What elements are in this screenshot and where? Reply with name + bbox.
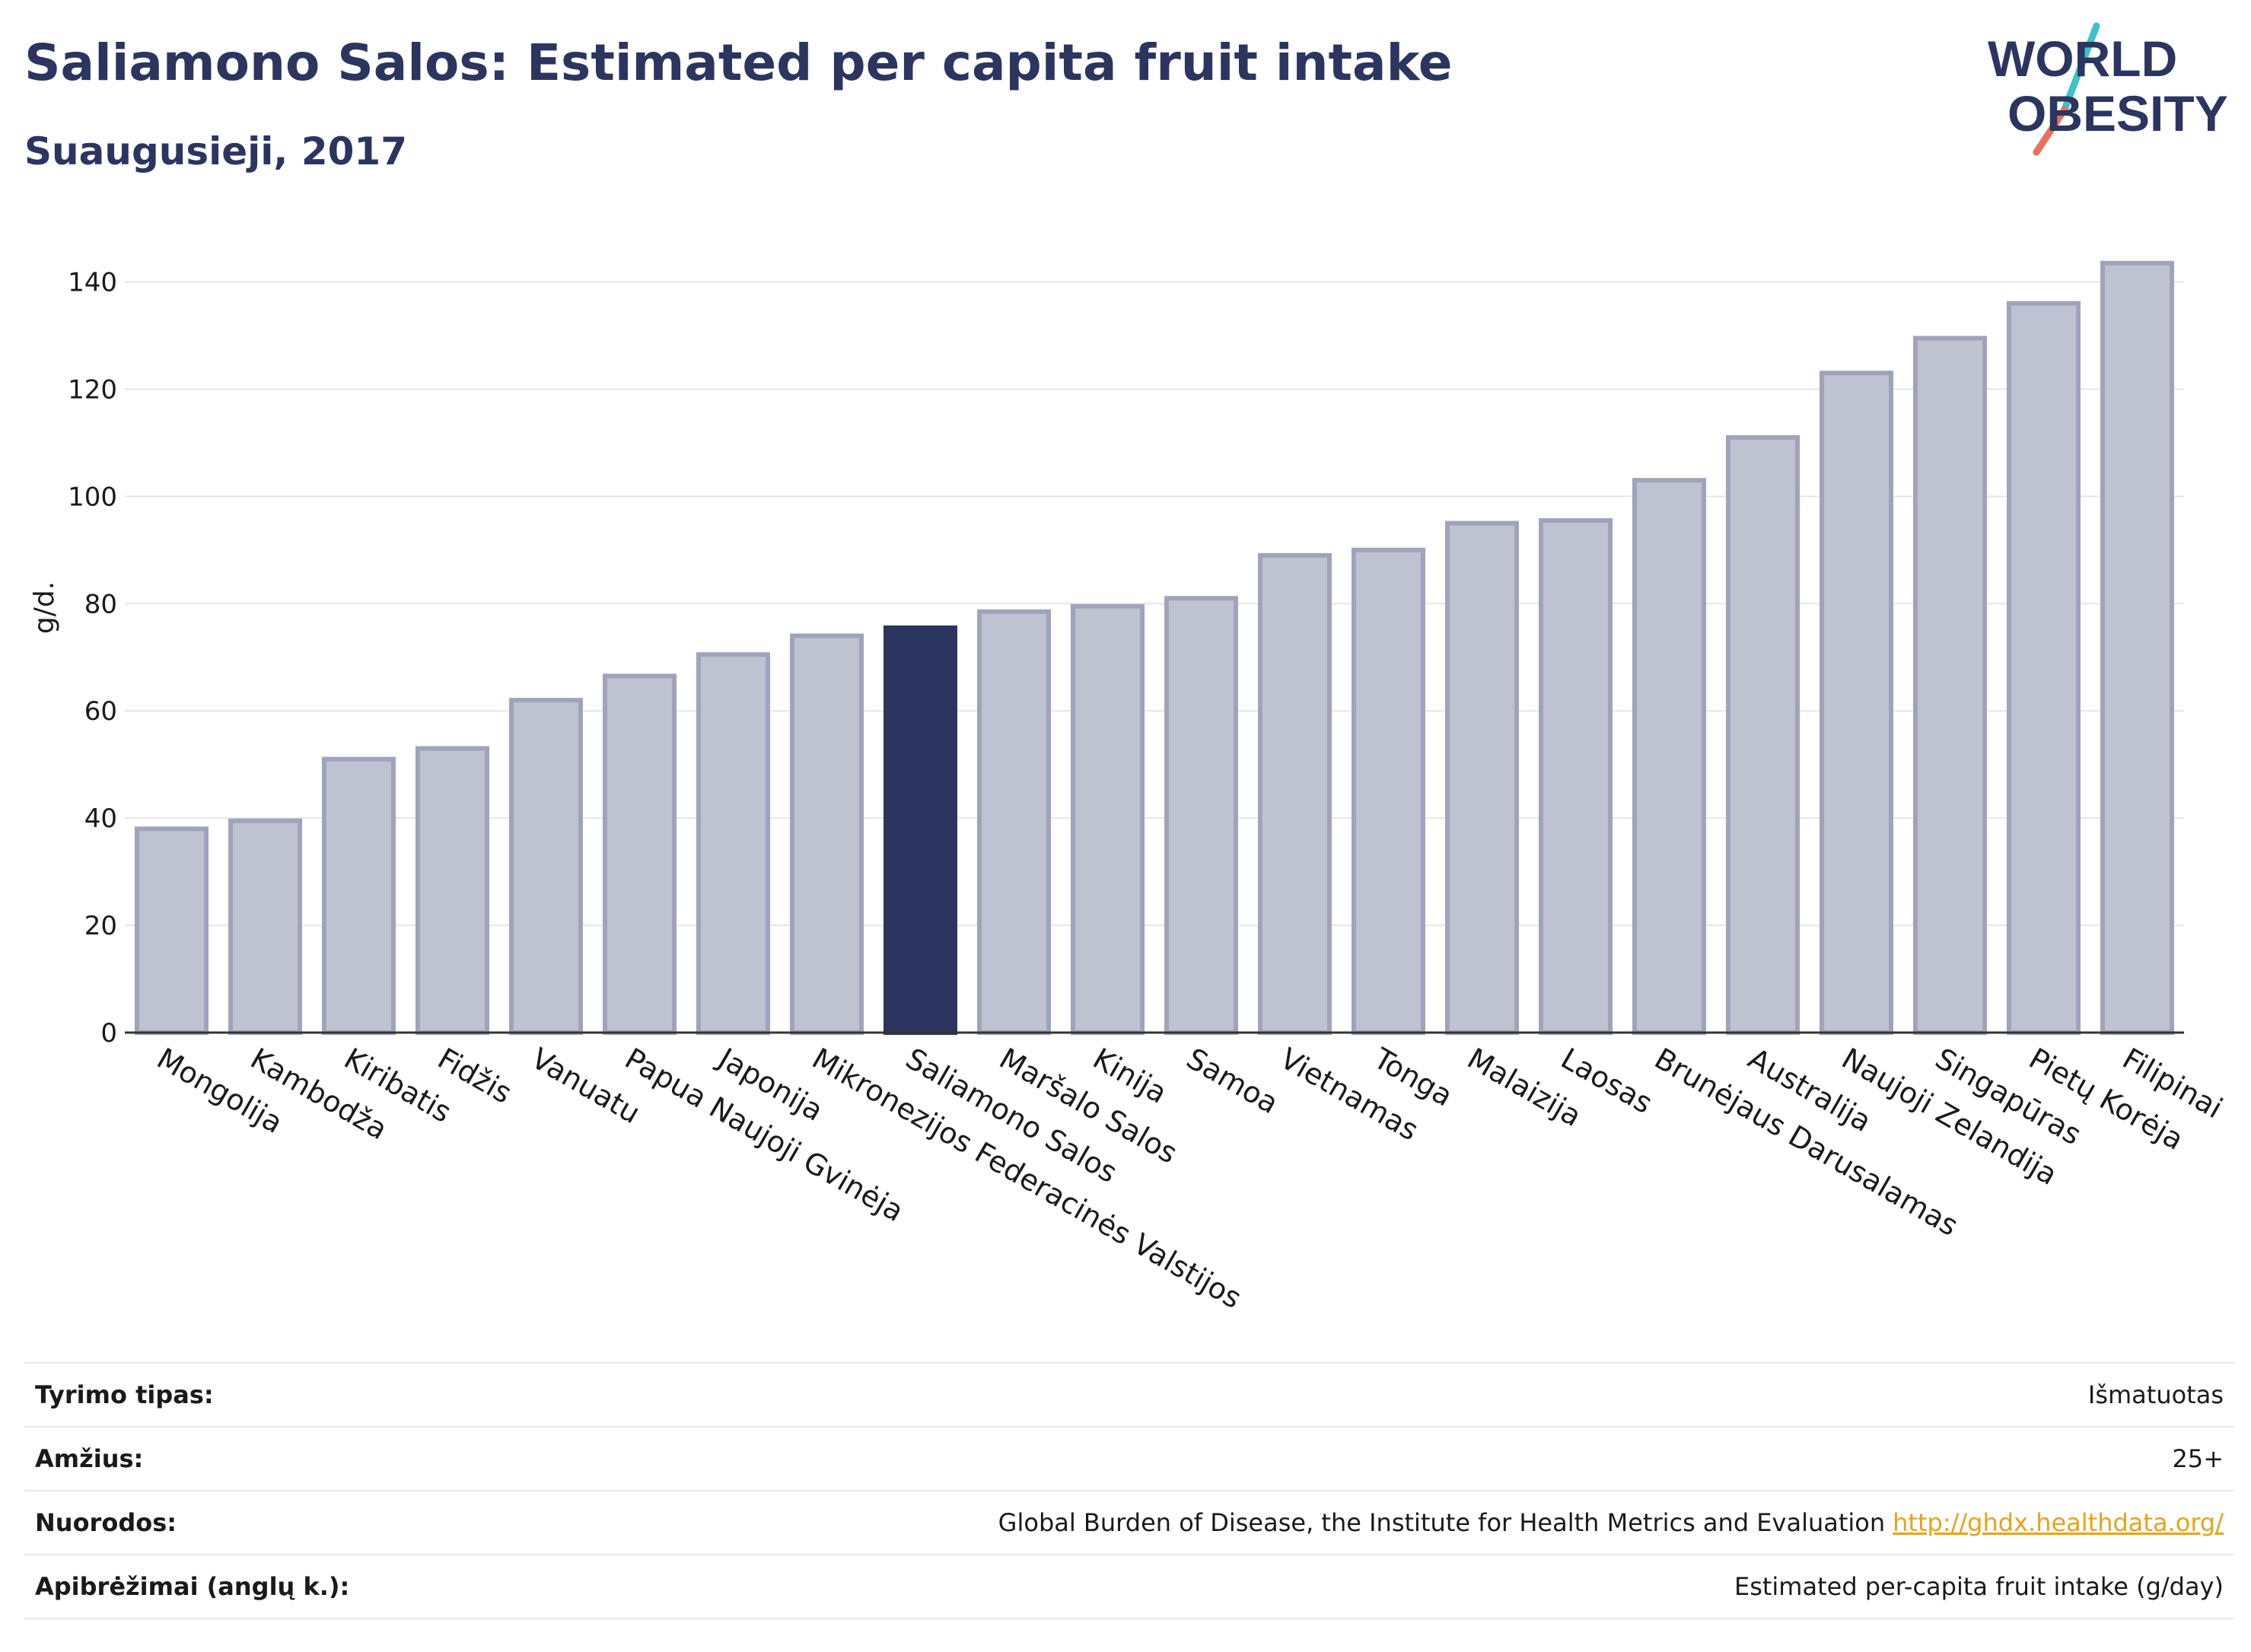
world-obesity-logo: WORLD OBESITY bbox=[1988, 22, 2228, 156]
x-tick-label: Samoa bbox=[1181, 1042, 1284, 1121]
logo-text-obesity: OBESITY bbox=[2007, 85, 2228, 142]
metadata-value: Global Burden of Disease, the Institute … bbox=[998, 1508, 1886, 1537]
metadata-row: Nuorodos: Global Burden of Disease, the I… bbox=[24, 1490, 2234, 1554]
bar[interactable] bbox=[1257, 552, 1332, 1035]
bar[interactable] bbox=[2006, 301, 2081, 1035]
bar[interactable] bbox=[508, 698, 584, 1036]
bar[interactable] bbox=[696, 652, 771, 1036]
bar-chart: 0 20 40 60 80 100 120 140 MongolijaKambodžaKiri… bbox=[29, 260, 2228, 1316]
metadata-key: Nuorodos: bbox=[35, 1508, 177, 1537]
y-tick-label: 0 bbox=[100, 1018, 117, 1049]
metadata-row: Apibrėžimai (anglų k.): Estimated per-cap… bbox=[24, 1554, 2234, 1619]
logo-slash-top bbox=[2061, 22, 2100, 113]
y-tick-label: 60 bbox=[84, 696, 117, 727]
logo-text-world: WORLD bbox=[1988, 30, 2177, 87]
metadata-value-wrapper: 25+ bbox=[2172, 1444, 2234, 1473]
y-tick-label: 140 bbox=[68, 267, 117, 298]
logo-slash-bottom bbox=[2033, 106, 2068, 156]
bar[interactable] bbox=[1725, 434, 1800, 1035]
bar[interactable] bbox=[1444, 520, 1520, 1035]
source-link[interactable]: http://ghdx.healthdata.org/ bbox=[1893, 1508, 2224, 1537]
bar[interactable] bbox=[134, 826, 209, 1036]
bar-highlighted[interactable] bbox=[883, 625, 958, 1035]
bar[interactable] bbox=[415, 746, 490, 1035]
bar[interactable] bbox=[1164, 596, 1239, 1035]
y-axis-title: g/d. bbox=[29, 581, 60, 634]
bar[interactable] bbox=[789, 633, 864, 1035]
chart-title: Saliamono Salos: Estimated per capita fr… bbox=[24, 33, 1453, 92]
bar[interactable] bbox=[1538, 518, 1613, 1035]
metadata-value: Išmatuotas bbox=[2087, 1380, 2224, 1409]
bar[interactable] bbox=[976, 609, 1052, 1035]
y-axis-ticks: 0 20 40 60 80 100 120 140 bbox=[68, 267, 117, 1049]
metadata-key: Tyrimo tipas: bbox=[35, 1380, 214, 1409]
bar[interactable] bbox=[1912, 336, 1988, 1035]
bar[interactable] bbox=[228, 818, 303, 1035]
bar[interactable] bbox=[1819, 371, 1894, 1035]
bar[interactable] bbox=[2100, 260, 2175, 1035]
metadata-row: Tyrimo tipas: Išmatuotas bbox=[24, 1362, 2234, 1426]
y-tick-label: 20 bbox=[84, 911, 117, 941]
metadata-value: 25+ bbox=[2172, 1444, 2224, 1473]
y-tick-label: 40 bbox=[84, 804, 117, 834]
y-tick-label: 120 bbox=[68, 374, 117, 405]
bar[interactable] bbox=[1632, 478, 1707, 1035]
bars bbox=[134, 260, 2175, 1036]
bar[interactable] bbox=[321, 756, 396, 1035]
metadata-value: Estimated per-capita fruit intake (g/day… bbox=[1734, 1572, 2224, 1601]
y-tick-label: 80 bbox=[84, 589, 117, 619]
metadata-value-wrapper: Išmatuotas bbox=[2088, 1380, 2234, 1409]
metadata-value-wrapper: Estimated per-capita fruit intake (g/day… bbox=[1734, 1572, 2234, 1601]
metadata-value-wrapper: Global Burden of Disease, the Institute … bbox=[998, 1508, 2234, 1537]
metadata-key: Amžius: bbox=[35, 1444, 144, 1473]
metadata-table: Tyrimo tipas: Išmatuotas Amžius: 25+ Nuorodo… bbox=[24, 1362, 2234, 1619]
bar[interactable] bbox=[1351, 547, 1426, 1035]
metadata-key: Apibrėžimai (anglų k.): bbox=[35, 1572, 350, 1601]
bar[interactable] bbox=[602, 673, 677, 1035]
bar[interactable] bbox=[1070, 603, 1145, 1035]
metadata-row: Amžius: 25+ bbox=[24, 1426, 2234, 1490]
y-tick-label: 100 bbox=[68, 482, 117, 512]
chart-subtitle: Suaugusieji, 2017 bbox=[24, 129, 407, 173]
